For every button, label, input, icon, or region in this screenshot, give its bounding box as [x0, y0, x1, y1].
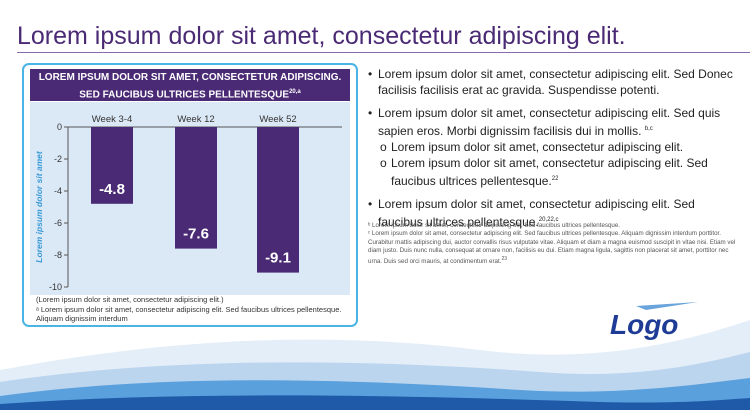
x-category-label: Week 3-4 — [92, 114, 132, 125]
chart-footnote-2: ᵃ Lorem ipsum dolor sit amet, consectetu… — [36, 304, 342, 324]
sub-bullet-2-text: Lorem ipsum dolor sit amet, consectetur … — [391, 156, 708, 188]
chart-header-line1: LOREM IPSUM DOLOR SIT AMET, CONSECTETUR … — [38, 72, 342, 83]
bar-1 — [91, 127, 133, 204]
chart-header-line2-text: SED FAUCIBUS ULTRICES PELLENTESQUE — [79, 89, 290, 101]
reference-c-sup: 23 — [501, 256, 507, 263]
title-divider — [17, 52, 750, 53]
chart-card: LOREM IPSUM DOLOR SIT AMET, CONSECTETUR … — [22, 63, 358, 327]
sub-bullet-2-sup: 22 — [551, 176, 559, 182]
bar-2 — [175, 127, 217, 249]
sub-bullet-item-2: Lorem ipsum dolor sit amet, consectetur … — [378, 155, 740, 189]
sub-bullet-item-1: Lorem ipsum dolor sit amet, consectetur … — [378, 139, 740, 155]
y-tick-label: -8 — [54, 250, 62, 260]
chart-header: LOREM IPSUM DOLOR SIT AMET, CONSECTETUR … — [30, 69, 350, 101]
bullet-item-3: Lorem ipsum dolor sit amet, consectetur … — [368, 196, 740, 230]
logo-text: Logo — [610, 309, 678, 340]
reference-c: ᶜ Lorem ipsum dolor sit amet, consectetu… — [368, 230, 736, 266]
y-tick-label: -6 — [54, 218, 62, 228]
chart-header-sup: 20,a — [289, 89, 301, 95]
references: ᵇ Lorem ipsum dolor sit amet, consectetu… — [368, 222, 742, 267]
reference-b: ᵇ Lorem ipsum dolor sit amet, consectetu… — [368, 222, 621, 229]
chart-footnotes: (Lorem ipsum dolor sit amet, consectetur… — [36, 295, 346, 324]
bar-value-label: -9.1 — [265, 250, 291, 267]
bar-chart: 0 -2 -4 -6 -8 -10 Lorem ipsum dolor sit amet We… — [34, 114, 342, 292]
bullet-list: Lorem ipsum dolor sit amet, consectetur … — [368, 66, 740, 237]
bar-3 — [257, 127, 299, 273]
bar-value-label: -4.8 — [99, 181, 125, 198]
bullet-item-1: Lorem ipsum dolor sit amet, consectetur … — [368, 66, 740, 98]
bullet-2-text: Lorem ipsum dolor sit amet, consectetur … — [378, 106, 721, 138]
logo: Logo — [610, 302, 698, 340]
y-tick-label: -4 — [54, 186, 62, 196]
y-tick-label: 0 — [57, 122, 62, 132]
bullet-3-sup: 20,22,c — [538, 217, 559, 223]
x-category-label: Week 52 — [259, 114, 296, 125]
bar-value-label: -7.6 — [183, 226, 209, 243]
sub-bullet-list: Lorem ipsum dolor sit amet, consectetur … — [378, 139, 740, 189]
chart-footnote-1: (Lorem ipsum dolor sit amet, consectetur… — [36, 295, 224, 304]
x-category-label: Week 12 — [177, 114, 214, 125]
decorative-waves — [0, 320, 750, 410]
bullet-2-sup: b,c — [644, 126, 653, 132]
bullet-1-text: Lorem ipsum dolor sit amet, consectetur … — [378, 67, 733, 97]
y-tick-label: -2 — [54, 154, 62, 164]
slide-title: Lorem ipsum dolor sit amet, consectetur … — [17, 22, 626, 50]
bullet-3-text: Lorem ipsum dolor sit amet, consectetur … — [378, 197, 695, 229]
chart-header-line2: SED FAUCIBUS ULTRICES PELLENTESQUE20,a — [30, 85, 350, 102]
reference-c-para: ᶜ Lorem ipsum dolor sit amet, consectetu… — [368, 230, 742, 266]
bullet-item-2: Lorem ipsum dolor sit amet, consectetur … — [368, 105, 740, 189]
y-tick-label: -10 — [49, 282, 62, 292]
logo-swoosh-icon — [636, 302, 698, 310]
sub-bullet-1-text: Lorem ipsum dolor sit amet, consectetur … — [391, 140, 684, 154]
y-axis-label: Lorem ipsum dolor sit amet — [34, 150, 44, 263]
